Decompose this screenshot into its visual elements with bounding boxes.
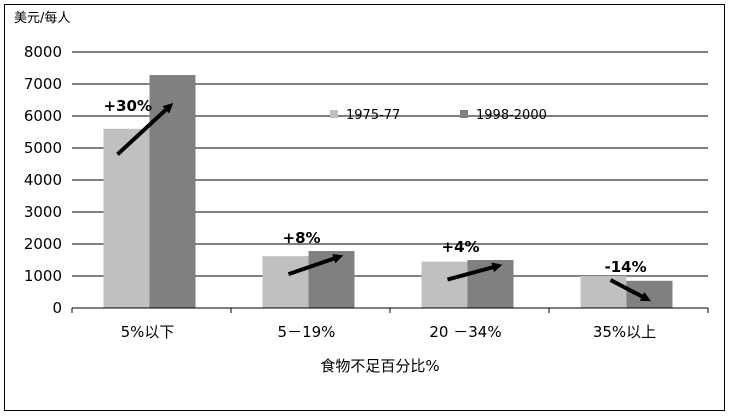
change-annotation: -14% — [605, 258, 647, 276]
y-tick-label: 4000 — [24, 171, 62, 189]
category-labels: 5%以下 5－19% 20 －34% 35%以上 — [121, 323, 657, 341]
change-annotation: +30% — [104, 97, 152, 115]
change-arrow — [287, 253, 344, 277]
bars — [103, 75, 673, 308]
y-tick-label: 3000 — [24, 203, 62, 221]
y-tick-label: 8000 — [24, 43, 62, 61]
legend-swatch — [330, 110, 338, 118]
change-annotation: +8% — [283, 229, 321, 247]
change-arrow — [446, 262, 503, 282]
category-label: 5%以下 — [121, 323, 175, 341]
x-axis-label: 食物不足百分比% — [320, 357, 439, 375]
y-axis-label: 美元/每人 — [14, 10, 70, 26]
y-tick-label: 2000 — [24, 235, 62, 253]
y-tick-label: 5000 — [24, 139, 62, 157]
bar-series1-1 — [262, 256, 309, 308]
change-arrow — [116, 103, 174, 156]
legend-label: 1998-2000 — [476, 108, 547, 123]
bar-series1-3 — [580, 276, 627, 308]
category-label: 5－19% — [278, 323, 336, 341]
y-tick-label: 1000 — [24, 267, 62, 285]
change-annotation: +4% — [442, 238, 480, 256]
bar-series2-3 — [626, 280, 673, 308]
y-tick-label: 7000 — [24, 75, 62, 93]
category-label: 35%以上 — [593, 323, 656, 341]
category-label: 20 －34% — [429, 323, 501, 341]
bar-series1-2 — [421, 261, 468, 308]
legend-label: 1975-77 — [346, 108, 400, 123]
y-tick-labels: 0 1000 2000 3000 4000 5000 6000 7000 8000 — [24, 43, 62, 317]
legend-swatch — [460, 110, 468, 118]
change-arrows — [116, 103, 651, 302]
change-annotations: +30% +8% +4% -14% — [104, 97, 647, 276]
y-tick-label: 6000 — [24, 107, 62, 125]
change-arrow — [609, 278, 651, 302]
bar-series2-0 — [149, 75, 196, 308]
legend: 1975-77 1998-2000 — [330, 108, 547, 123]
bar-series1-0 — [103, 128, 150, 308]
y-tick-label: 0 — [52, 299, 62, 317]
x-tick-marks — [71, 308, 709, 313]
